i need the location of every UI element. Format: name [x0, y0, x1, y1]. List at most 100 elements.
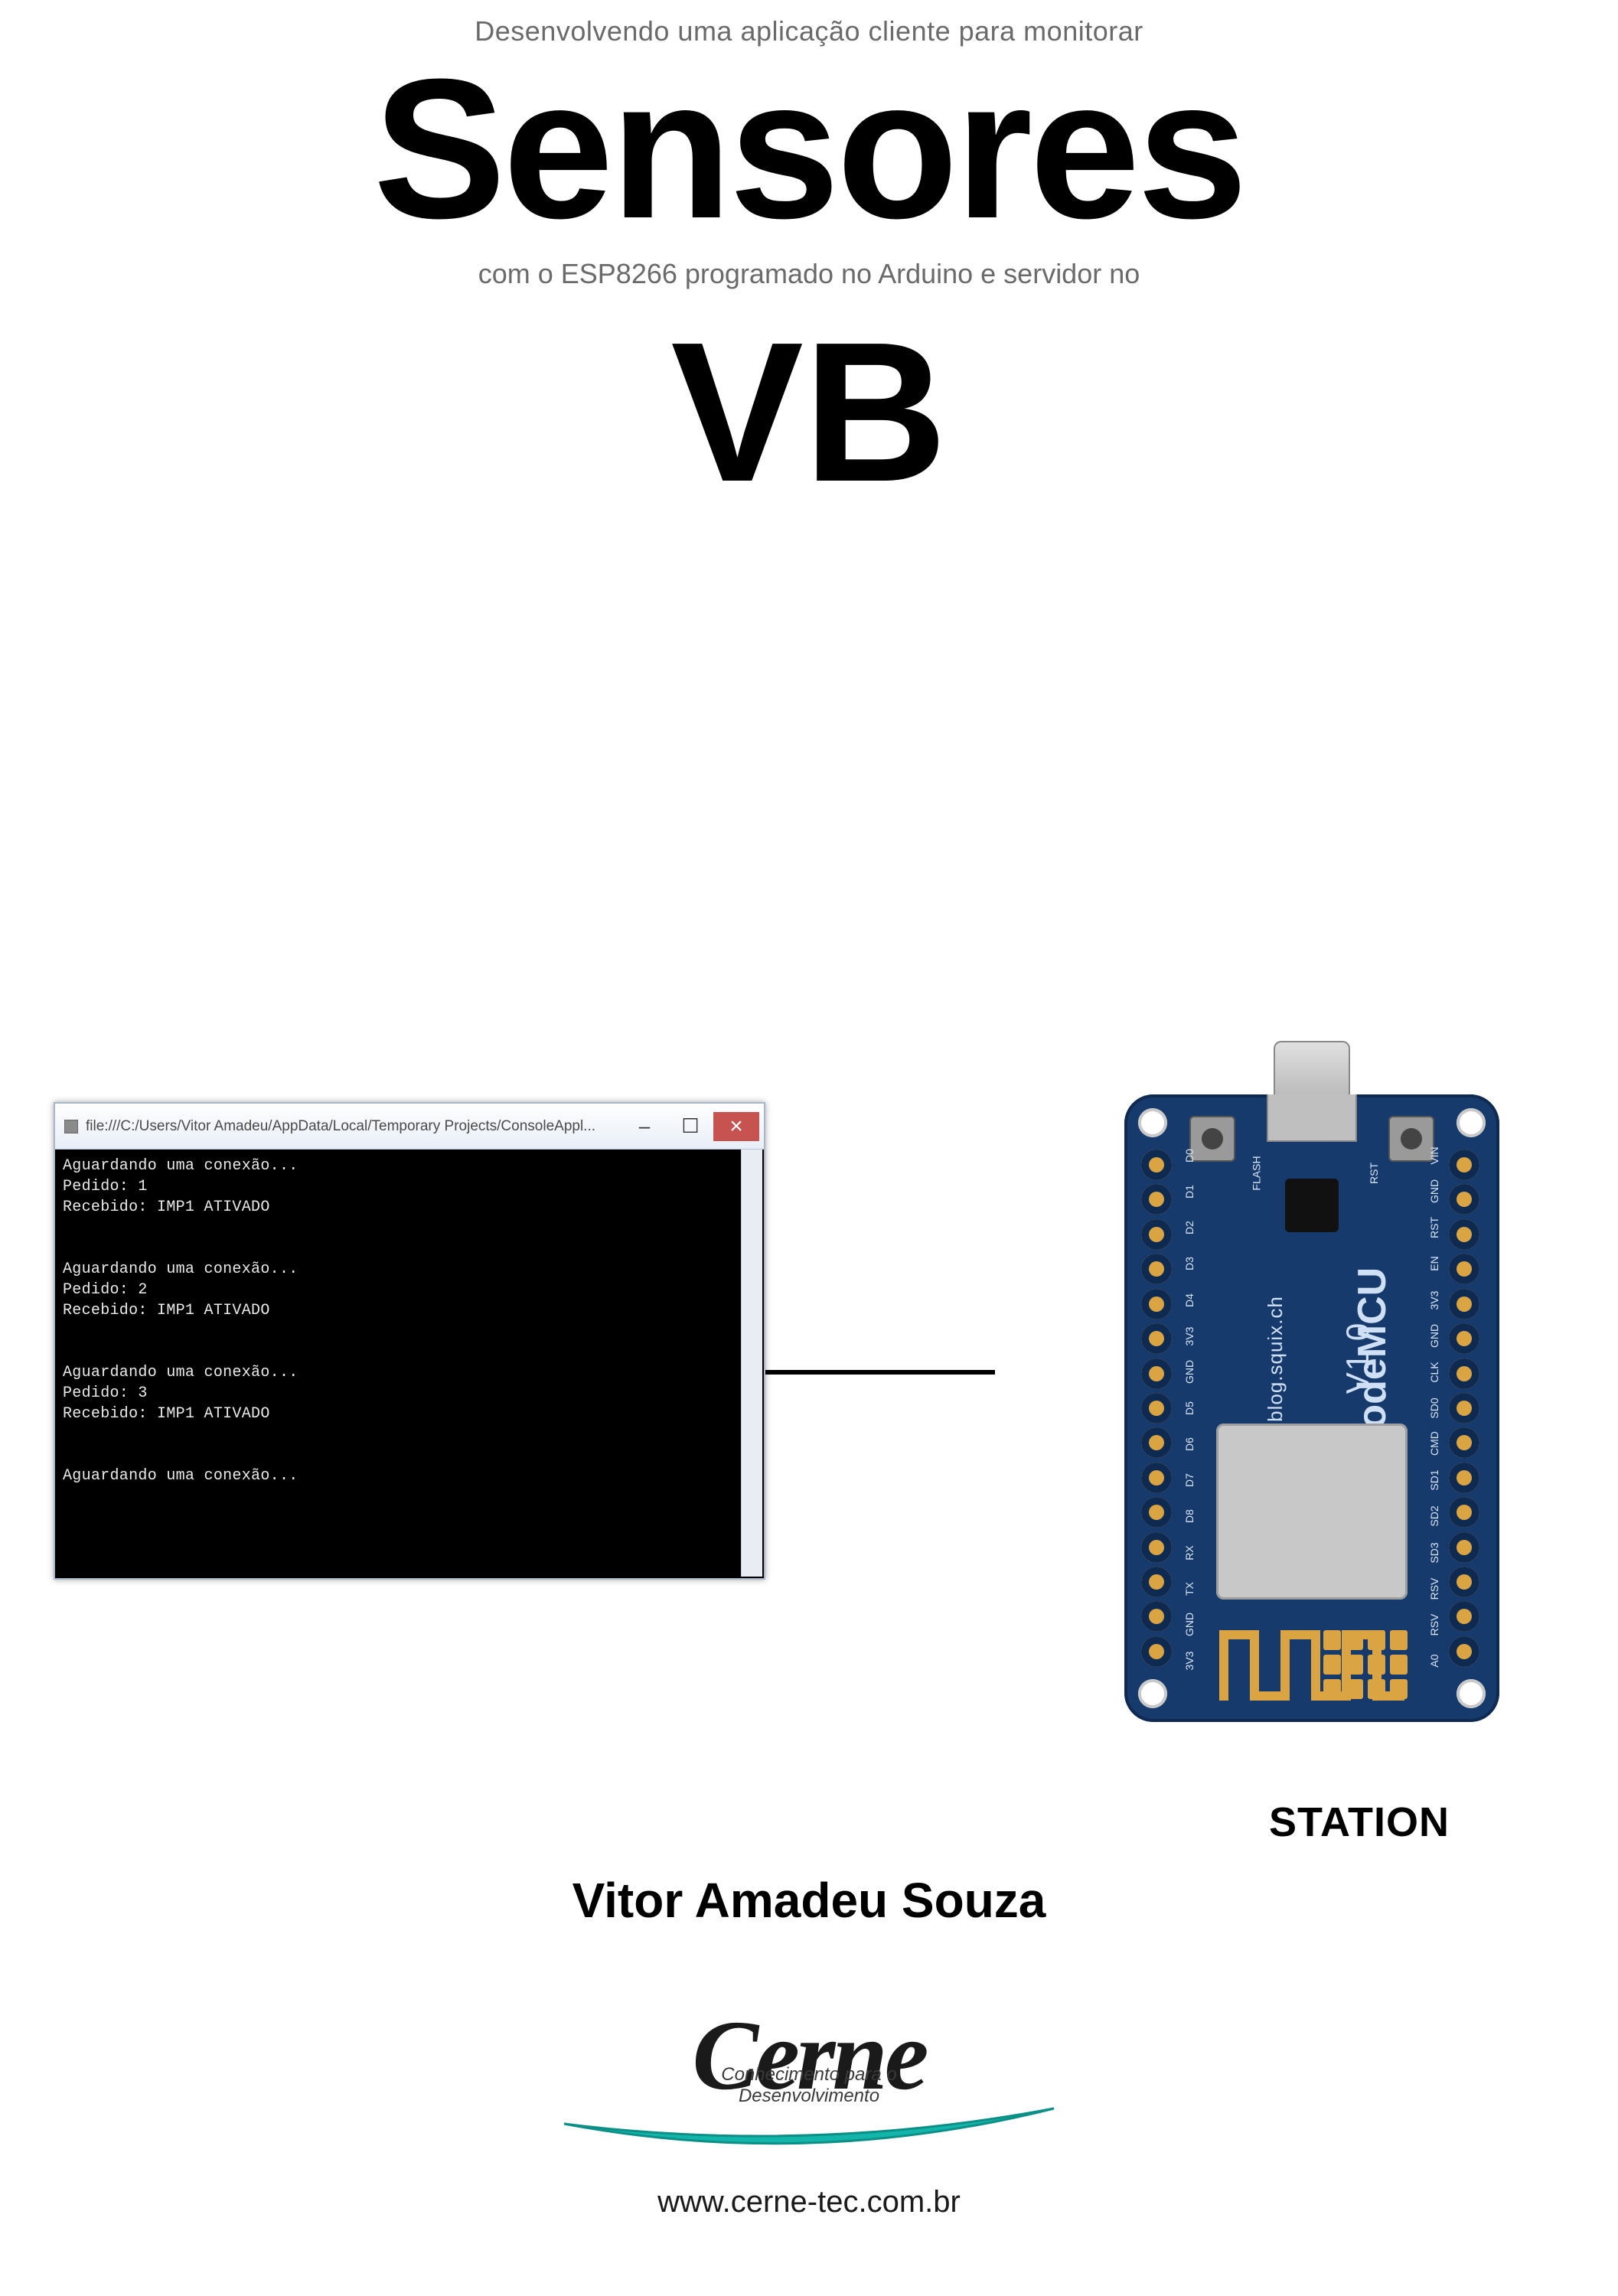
pin-pad-icon [1141, 1184, 1172, 1215]
pin-pad-icon [1141, 1150, 1172, 1180]
board-version-text: V1.0 [1339, 1322, 1376, 1394]
pin-label: SD3 [1428, 1541, 1440, 1564]
pin-label: D4 [1183, 1289, 1196, 1312]
console-output: Aguardando uma conexão... Pedido: 1 Rece… [55, 1150, 764, 1578]
headline-sensores: Sensores [0, 55, 1618, 244]
pin-pad-icon [1141, 1358, 1172, 1389]
board-blog-text: blog.squix.ch [1264, 1296, 1287, 1422]
pin-label: D8 [1183, 1505, 1196, 1528]
usb-serial-chip-icon [1285, 1179, 1339, 1232]
usb-plug-icon [1274, 1041, 1350, 1094]
pin-pad-icon [1449, 1497, 1479, 1528]
pin-pad-icon [1141, 1254, 1172, 1284]
pin-header-left [1141, 1150, 1175, 1667]
connector-line [765, 1370, 995, 1375]
pin-pad-icon [1141, 1497, 1172, 1528]
diagram-area: file:///C:/Users/Vitor Amadeu/AppData/Lo… [0, 1041, 1618, 1806]
pin-label: EN [1428, 1252, 1440, 1275]
scrollbar[interactable] [741, 1150, 762, 1577]
author-name: Vitor Amadeu Souza [0, 1872, 1618, 1929]
logo-url: www.cerne-tec.com.br [0, 2185, 1618, 2219]
console-titlebar: file:///C:/Users/Vitor Amadeu/AppData/Lo… [55, 1104, 764, 1150]
pin-label: SD0 [1428, 1397, 1440, 1420]
pin-label: D1 [1183, 1180, 1196, 1203]
console-app-icon [64, 1120, 78, 1133]
pin-pad-icon [1141, 1219, 1172, 1250]
pin-label: CLK [1428, 1361, 1440, 1384]
pin-label: D6 [1183, 1433, 1196, 1456]
mounting-hole-icon [1138, 1108, 1167, 1137]
pin-label: 3V3 [1183, 1649, 1196, 1672]
usb-socket-icon [1267, 1094, 1357, 1142]
close-button[interactable]: × [713, 1112, 759, 1141]
pin-pad-icon [1141, 1567, 1172, 1597]
mounting-hole-icon [1138, 1679, 1167, 1708]
mounting-hole-icon [1457, 1679, 1486, 1708]
headline-vb: VB [0, 313, 1618, 512]
pin-pad-icon [1449, 1150, 1479, 1180]
pin-pad-icon [1449, 1323, 1479, 1354]
pin-label: RST [1428, 1216, 1440, 1239]
pin-pad-icon [1449, 1463, 1479, 1493]
nodemcu-board: FLASH RST blog.squix.ch NodeMCU V1.0 D0D… [1098, 1041, 1526, 1776]
pin-label: D3 [1183, 1252, 1196, 1275]
pin-pad-icon [1141, 1463, 1172, 1493]
title-block: Desenvolvendo uma aplicação cliente para… [0, 0, 1618, 512]
pin-header-right [1449, 1150, 1483, 1667]
pin-label: D5 [1183, 1397, 1196, 1420]
station-label: STATION [1269, 1799, 1450, 1846]
pin-label: D2 [1183, 1216, 1196, 1239]
pin-label: GND [1428, 1180, 1440, 1203]
publisher-logo: Cerne Conhecimento para o Desenvolviment… [0, 1998, 1618, 2219]
pin-label: 3V3 [1183, 1325, 1196, 1348]
esp8266-shield-icon [1216, 1424, 1408, 1600]
pin-pad-icon [1141, 1601, 1172, 1632]
pin-pad-icon [1141, 1636, 1172, 1667]
pin-label: CMD [1428, 1433, 1440, 1456]
aux-pad-grid-icon [1323, 1630, 1408, 1699]
pin-label: D7 [1183, 1469, 1196, 1492]
minimize-button[interactable]: – [621, 1112, 667, 1141]
pin-label: 3V3 [1428, 1289, 1440, 1312]
pin-pad-icon [1141, 1393, 1172, 1424]
pin-pad-icon [1449, 1601, 1479, 1632]
pin-label: RSV [1428, 1577, 1440, 1600]
pcb: FLASH RST blog.squix.ch NodeMCU V1.0 D0D… [1124, 1094, 1499, 1722]
pin-label: GND [1428, 1325, 1440, 1348]
pin-pad-icon [1141, 1532, 1172, 1563]
pin-pad-icon [1141, 1323, 1172, 1354]
pin-label: RX [1183, 1541, 1196, 1564]
pin-label: A0 [1428, 1649, 1440, 1672]
pin-pad-icon [1449, 1567, 1479, 1597]
logo-tagline: Conhecimento para o Desenvolvimento [679, 2064, 939, 2107]
pin-pad-icon [1141, 1289, 1172, 1319]
pin-label: SD1 [1428, 1469, 1440, 1492]
reset-button-label: RST [1368, 1163, 1380, 1184]
pin-label: GND [1183, 1613, 1196, 1636]
pin-label: TX [1183, 1577, 1196, 1600]
pin-pad-icon [1449, 1289, 1479, 1319]
maximize-button[interactable]: ☐ [667, 1112, 713, 1141]
logo-swoosh-icon: Conhecimento para o Desenvolvimento [549, 2101, 1069, 2162]
pin-pad-icon [1449, 1184, 1479, 1215]
pin-pad-icon [1449, 1254, 1479, 1284]
pin-pad-icon [1449, 1219, 1479, 1250]
mounting-hole-icon [1457, 1108, 1486, 1137]
pin-pad-icon [1449, 1358, 1479, 1389]
pin-pad-icon [1449, 1393, 1479, 1424]
pin-label: SD2 [1428, 1505, 1440, 1528]
pin-label: D0 [1183, 1144, 1196, 1167]
flash-button-label: FLASH [1251, 1156, 1263, 1190]
pin-pad-icon [1141, 1427, 1172, 1458]
pin-label: RSV [1428, 1613, 1440, 1636]
pin-pad-icon [1449, 1427, 1479, 1458]
pin-labels-right: VINGNDRSTEN3V3GNDCLKSD0CMDSD1SD2SD3RSVRS… [1423, 1150, 1446, 1667]
pin-labels-left: D0D1D2D3D43V3GNDD5D6D7D8RXTXGND3V3 [1178, 1150, 1201, 1667]
pin-label: VIN [1428, 1144, 1440, 1167]
subtitle-mid: com o ESP8266 programado no Arduino e se… [0, 258, 1618, 290]
pin-label: GND [1183, 1361, 1196, 1384]
console-title-text: file:///C:/Users/Vitor Amadeu/AppData/Lo… [86, 1118, 621, 1135]
pin-pad-icon [1449, 1532, 1479, 1563]
console-window: file:///C:/Users/Vitor Amadeu/AppData/Lo… [54, 1102, 765, 1580]
pin-pad-icon [1449, 1636, 1479, 1667]
